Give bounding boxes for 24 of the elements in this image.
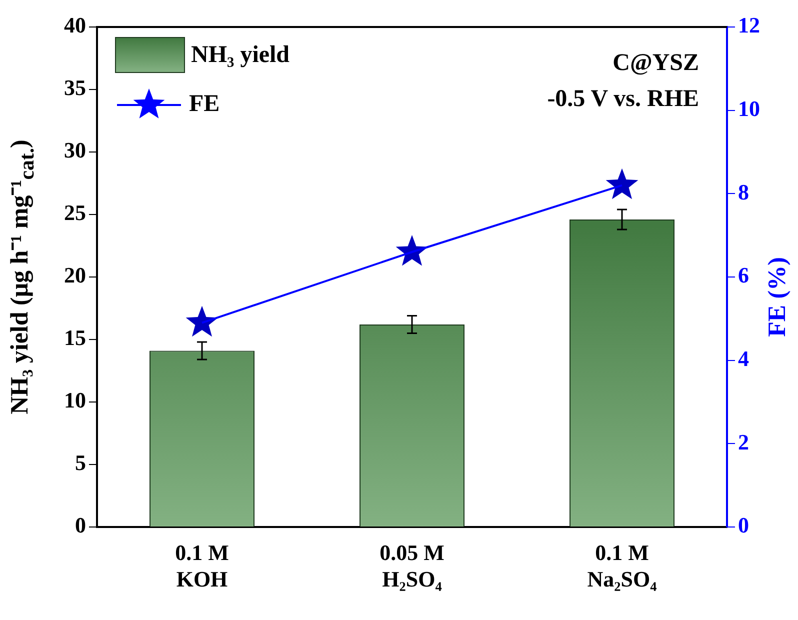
legend-label: FE xyxy=(189,90,220,118)
annotation: C@YSZ xyxy=(612,49,699,78)
y2-tick-label: 0 xyxy=(738,512,749,538)
y-tick-label: 30 xyxy=(64,138,86,163)
y-tick-label: 0 xyxy=(75,512,86,538)
x-tick-label: 0.05 M H₂SO₄ xyxy=(380,540,445,592)
legend-label: NH₃ yield xyxy=(191,42,290,68)
x-tick-label: 0.1 M KOH xyxy=(175,540,230,592)
y2-tick-label: 10 xyxy=(738,96,760,122)
y-tick-label: 15 xyxy=(64,325,86,350)
y-tick-label: 25 xyxy=(64,200,86,226)
y-tick-label: 10 xyxy=(64,388,86,413)
y-tick-label: 20 xyxy=(64,262,86,288)
y-tick-label: 40 xyxy=(64,12,86,38)
x-tick-label: 0.1 M Na₂SO₄ xyxy=(587,540,658,592)
annotation: -0.5 V vs. RHE xyxy=(547,85,699,114)
y2-tick-label: 12 xyxy=(738,12,760,38)
y-tick-label: 5 xyxy=(75,450,86,476)
y2-tick-label: 4 xyxy=(738,346,749,372)
y2-tick-label: 6 xyxy=(738,262,749,288)
y-tick-label: 35 xyxy=(64,75,86,100)
y2-tick-label: 8 xyxy=(738,179,749,204)
y2-axis-title: FE (%) xyxy=(764,257,792,337)
y2-tick-label: 2 xyxy=(738,429,749,454)
